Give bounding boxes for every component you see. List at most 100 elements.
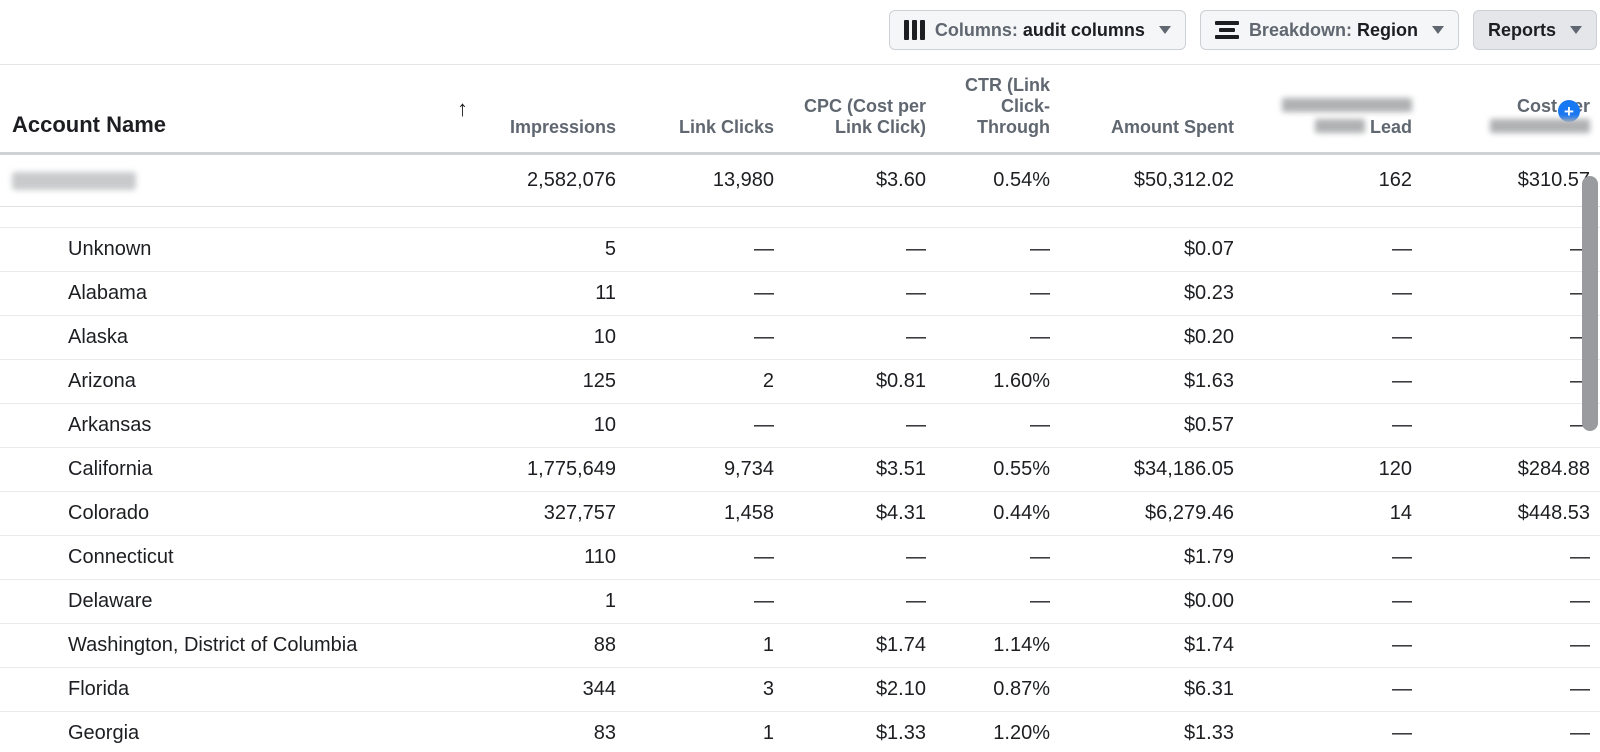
cell-amount-spent: $1.79 <box>1066 536 1250 580</box>
cell-amount-spent: $0.23 <box>1066 272 1250 316</box>
cell-amount-spent: $6.31 <box>1066 668 1250 712</box>
cell-cpc: $3.60 <box>790 154 942 207</box>
results-table-wrap: + Account Name ↑ Impressions Link Clicks… <box>0 64 1600 752</box>
col-impressions[interactable]: Impressions <box>488 65 632 154</box>
cell-region-name: Colorado <box>0 492 488 536</box>
cell-lead: — <box>1250 536 1428 580</box>
cell-region-name: Delaware <box>0 580 488 624</box>
cell-amount-spent: $0.07 <box>1066 228 1250 272</box>
cell-amount-spent: $1.33 <box>1066 712 1250 752</box>
cell-lead: 120 <box>1250 448 1428 492</box>
cell-account-name: x <box>0 154 488 207</box>
cell-cpc: — <box>790 316 942 360</box>
table-row[interactable]: Unknown5———$0.07—— <box>0 228 1600 272</box>
breakdown-label: Breakdown: <box>1249 20 1352 40</box>
cell-impressions: 88 <box>488 624 632 668</box>
scrollbar-thumb[interactable] <box>1582 176 1598 431</box>
cell-cpc: — <box>790 228 942 272</box>
cell-link-clicks: 3 <box>632 668 790 712</box>
reports-dropdown[interactable]: Reports <box>1473 10 1597 50</box>
table-row[interactable]: Florida3443$2.100.87%$6.31—— <box>0 668 1600 712</box>
cell-impressions: 11 <box>488 272 632 316</box>
chevron-down-icon <box>1432 26 1444 34</box>
cell-region-name: Unknown <box>0 228 488 272</box>
cell-impressions: 125 <box>488 360 632 404</box>
cell-region-name: Washington, District of Columbia <box>0 624 488 668</box>
cell-cpc: — <box>790 272 942 316</box>
col-account-name[interactable]: Account Name ↑ <box>0 65 488 154</box>
chevron-down-icon <box>1159 26 1171 34</box>
cell-link-clicks: 1,458 <box>632 492 790 536</box>
cell-link-clicks: 2 <box>632 360 790 404</box>
cell-amount-spent: $0.00 <box>1066 580 1250 624</box>
cell-link-clicks: 1 <box>632 712 790 752</box>
table-row[interactable]: Alabama11———$0.23—— <box>0 272 1600 316</box>
cell-cost-per: — <box>1428 360 1600 404</box>
cell-cost-per: — <box>1428 316 1600 360</box>
cell-cpc: — <box>790 404 942 448</box>
cell-region-name: Georgia <box>0 712 488 752</box>
table-row[interactable]: Alaska10———$0.20—— <box>0 316 1600 360</box>
cell-amount-spent: $1.63 <box>1066 360 1250 404</box>
breakdown-value: Region <box>1357 20 1418 40</box>
cell-ctr: 0.44% <box>942 492 1066 536</box>
report-toolbar: Columns: audit columns Breakdown: Region… <box>0 0 1600 64</box>
table-row[interactable]: Georgia831$1.331.20%$1.33—— <box>0 712 1600 752</box>
cell-region-name: California <box>0 448 488 492</box>
cell-cost-per: — <box>1428 668 1600 712</box>
cell-link-clicks: — <box>632 580 790 624</box>
summary-row[interactable]: x2,582,07613,980$3.600.54%$50,312.02162$… <box>0 154 1600 207</box>
cell-link-clicks: — <box>632 316 790 360</box>
columns-dropdown[interactable]: Columns: audit columns <box>889 10 1186 50</box>
col-lead[interactable]: Lead <box>1250 65 1428 154</box>
cell-ctr: — <box>942 536 1066 580</box>
cell-lead: — <box>1250 712 1428 752</box>
cell-amount-spent: $6,279.46 <box>1066 492 1250 536</box>
cell-link-clicks: 13,980 <box>632 154 790 207</box>
cell-lead: — <box>1250 580 1428 624</box>
table-row[interactable]: Washington, District of Columbia881$1.74… <box>0 624 1600 668</box>
cell-lead: — <box>1250 624 1428 668</box>
cell-cpc: $4.31 <box>790 492 942 536</box>
cell-impressions: 1 <box>488 580 632 624</box>
table-row[interactable]: Colorado327,7571,458$4.310.44%$6,279.461… <box>0 492 1600 536</box>
cell-region-name: Arizona <box>0 360 488 404</box>
cell-lead: — <box>1250 272 1428 316</box>
cell-cost-per: $310.57 <box>1428 154 1600 207</box>
cell-cost-per: $448.53 <box>1428 492 1600 536</box>
cell-impressions: 83 <box>488 712 632 752</box>
cell-region-name: Arkansas <box>0 404 488 448</box>
cell-impressions: 5 <box>488 228 632 272</box>
cell-ctr: 0.87% <box>942 668 1066 712</box>
col-cpc[interactable]: CPC (Cost per Link Click) <box>790 65 942 154</box>
col-ctr[interactable]: CTR (Link Click-Through <box>942 65 1066 154</box>
cell-cost-per: — <box>1428 404 1600 448</box>
spacer-row <box>0 207 1600 228</box>
cell-ctr: — <box>942 316 1066 360</box>
table-row[interactable]: Delaware1———$0.00—— <box>0 580 1600 624</box>
columns-label: Columns: <box>935 20 1018 40</box>
cell-ctr: 1.20% <box>942 712 1066 752</box>
cell-cpc: $2.10 <box>790 668 942 712</box>
cell-ctr: 0.55% <box>942 448 1066 492</box>
table-row[interactable]: Arkansas10———$0.57—— <box>0 404 1600 448</box>
cell-cpc: — <box>790 536 942 580</box>
header-row: Account Name ↑ Impressions Link Clicks C… <box>0 65 1600 154</box>
table-row[interactable]: Connecticut110———$1.79—— <box>0 536 1600 580</box>
cell-cpc: $3.51 <box>790 448 942 492</box>
cell-region-name: Alaska <box>0 316 488 360</box>
cell-cpc: $1.33 <box>790 712 942 752</box>
cell-amount-spent: $1.74 <box>1066 624 1250 668</box>
cell-amount-spent: $34,186.05 <box>1066 448 1250 492</box>
table-row[interactable]: California1,775,6499,734$3.510.55%$34,18… <box>0 448 1600 492</box>
col-amount-spent[interactable]: Amount Spent <box>1066 65 1250 154</box>
cell-ctr: — <box>942 272 1066 316</box>
cell-lead: 14 <box>1250 492 1428 536</box>
breakdown-dropdown[interactable]: Breakdown: Region <box>1200 10 1459 50</box>
breakdown-icon <box>1215 21 1239 39</box>
col-link-clicks[interactable]: Link Clicks <box>632 65 790 154</box>
reports-label: Reports <box>1488 20 1556 41</box>
table-row[interactable]: Arizona1252$0.811.60%$1.63—— <box>0 360 1600 404</box>
cell-cpc: $1.74 <box>790 624 942 668</box>
cell-lead: — <box>1250 316 1428 360</box>
